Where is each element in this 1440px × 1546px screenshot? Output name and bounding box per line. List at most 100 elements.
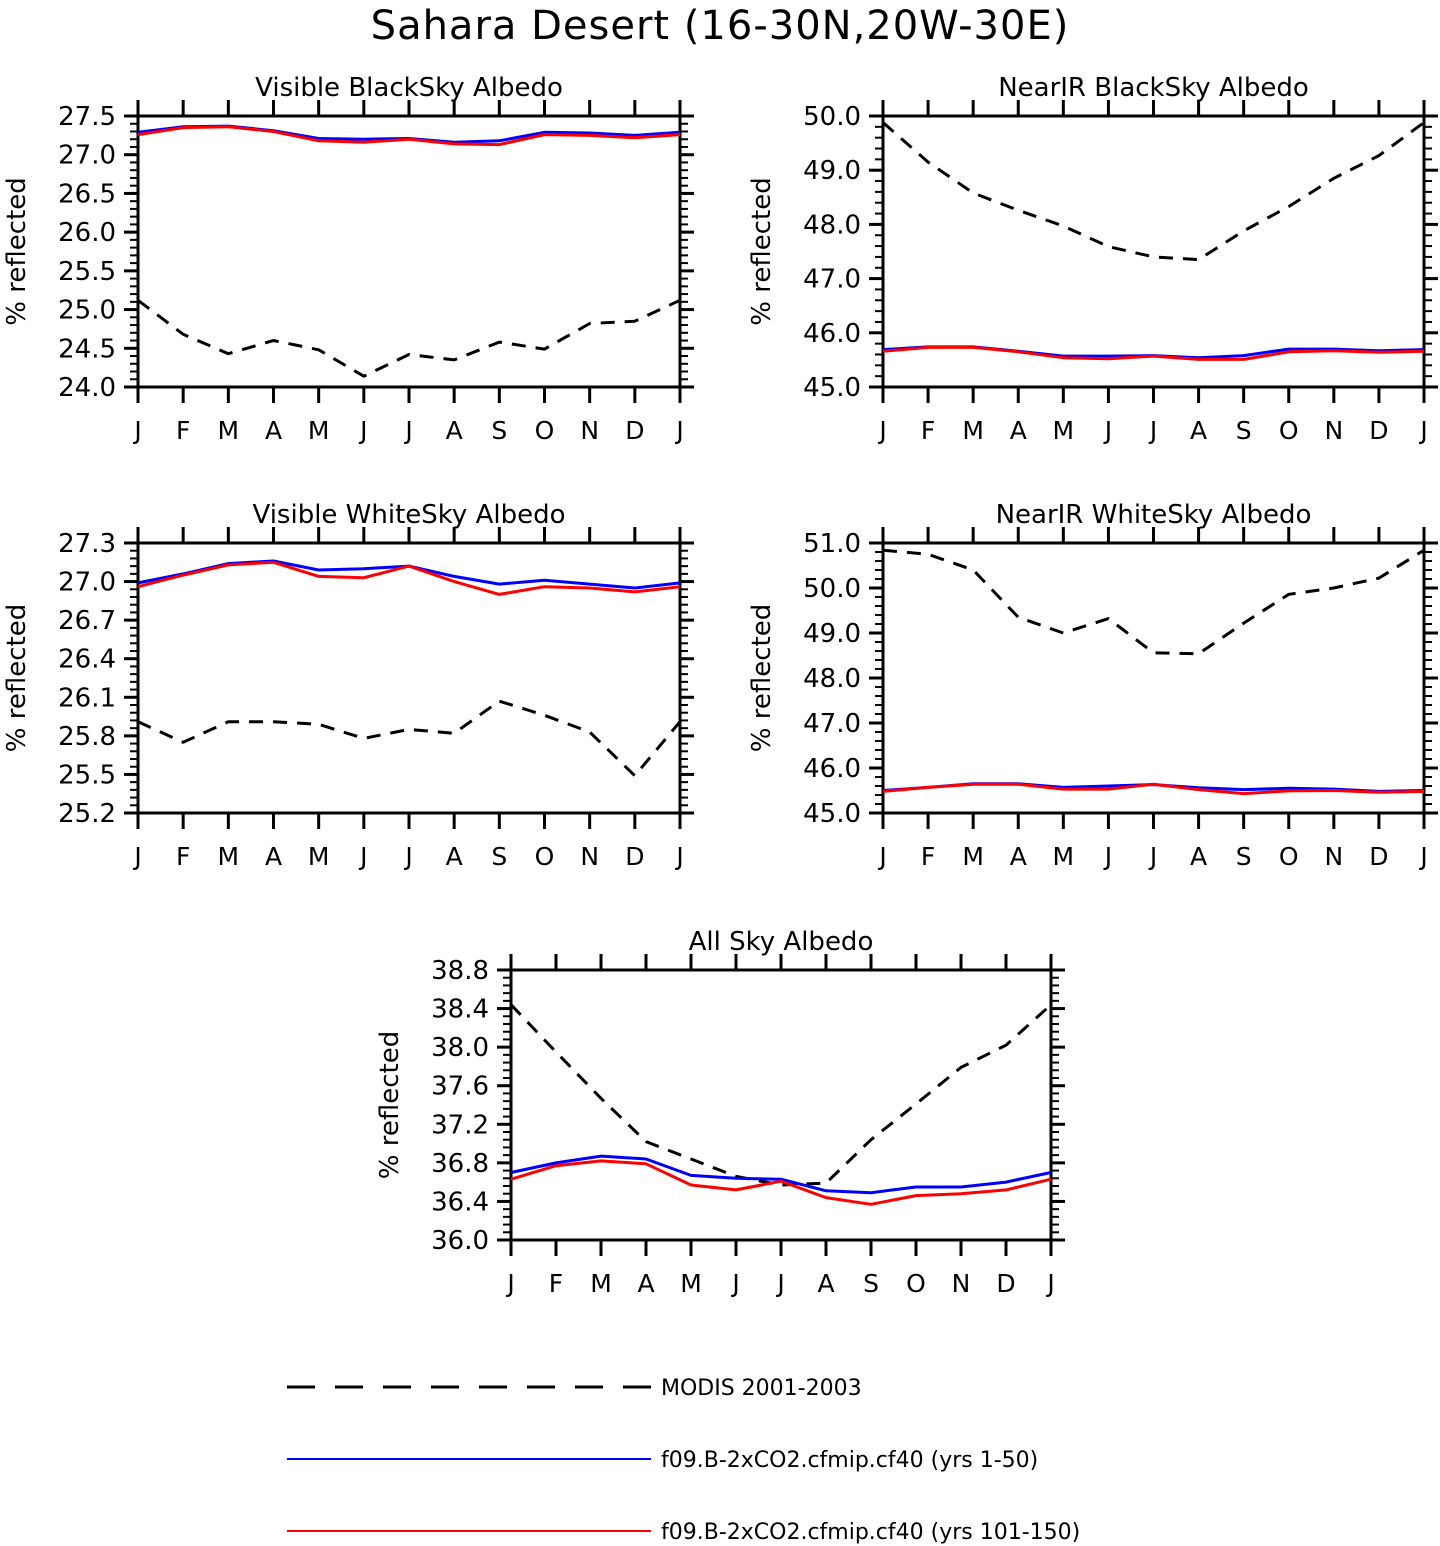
x-tick-label: J — [730, 1269, 739, 1298]
plot-frame — [136, 114, 682, 389]
x-tick-label: J — [674, 416, 683, 445]
series-line-0 — [509, 1003, 1053, 1187]
x-tick-label: J — [132, 842, 141, 871]
x-tick-label: A — [1010, 416, 1027, 445]
y-tick-label: 48.0 — [803, 210, 861, 240]
x-tick-label: J — [358, 416, 367, 445]
x-tick-label: M — [590, 1269, 612, 1298]
x-tick-label: A — [1190, 416, 1207, 445]
y-tick-label: 25.5 — [58, 760, 116, 790]
y-tick-label: 27.3 — [58, 529, 116, 559]
series-line-0 — [137, 699, 682, 778]
x-tick-label: S — [491, 842, 507, 871]
x-tick-label: J — [1045, 1269, 1054, 1298]
x-tick-label: J — [1418, 416, 1427, 445]
x-tick-label: A — [817, 1269, 834, 1298]
x-tick-label: O — [1279, 416, 1299, 445]
series-line-0 — [882, 548, 1425, 656]
y-tick-label: 38.8 — [431, 956, 489, 986]
x-tick-label: O — [1279, 842, 1299, 871]
series-line-2 — [137, 560, 681, 596]
y-tick-label: 26.0 — [58, 218, 116, 248]
x-tick-label: J — [358, 842, 367, 871]
y-axis-label: % reflected — [2, 177, 32, 325]
x-tick-label: M — [680, 1269, 702, 1298]
x-tick-label: J — [1418, 842, 1427, 871]
y-tick-label: 25.8 — [58, 722, 116, 752]
x-tick-label: A — [265, 842, 282, 871]
y-tick-label: 47.0 — [803, 265, 861, 295]
x-tick-label: M — [218, 416, 240, 445]
series-line-2 — [882, 345, 1425, 361]
x-tick-label: F — [549, 1269, 563, 1298]
legend-label-1: f09.B-2xCO2.cfmip.cf40 (yrs 1-50) — [661, 1448, 1038, 1473]
y-tick-label: 36.4 — [431, 1187, 489, 1217]
x-tick-label: F — [176, 416, 190, 445]
x-tick-label: A — [1010, 842, 1027, 871]
x-tick-label: N — [580, 842, 599, 871]
y-tick-label: 26.5 — [58, 179, 116, 209]
x-tick-label: S — [491, 416, 507, 445]
x-tick-label: J — [1103, 416, 1112, 445]
x-tick-label: J — [1148, 416, 1157, 445]
y-tick-label: 26.1 — [58, 683, 116, 713]
x-tick-label: A — [637, 1269, 654, 1298]
x-tick-label: J — [877, 416, 886, 445]
x-tick-label: J — [674, 842, 683, 871]
y-tick-label: 26.4 — [58, 645, 116, 675]
x-tick-label: M — [308, 416, 330, 445]
y-tick-label: 26.7 — [58, 606, 116, 636]
x-tick-label: S — [1236, 842, 1252, 871]
y-tick-label: 25.5 — [58, 257, 116, 287]
x-tick-label: J — [132, 416, 141, 445]
y-tick-label: 46.0 — [803, 754, 861, 784]
chart-title: Visible WhiteSky Albedo — [252, 500, 565, 530]
y-tick-label: 48.0 — [803, 664, 861, 694]
x-tick-label: O — [535, 842, 555, 871]
y-tick-label: 51.0 — [803, 529, 861, 559]
y-tick-label: 24.0 — [58, 373, 116, 403]
y-tick-label: 37.6 — [431, 1072, 489, 1102]
legend-label-0: MODIS 2001-2003 — [661, 1376, 862, 1401]
legend-group: MODIS 2001-2003 f09.B-2xCO2.cfmip.cf40 (y… — [287, 1376, 1080, 1545]
x-tick-label: J — [1148, 842, 1157, 871]
x-tick-label: J — [403, 842, 412, 871]
y-tick-label: 38.0 — [431, 1033, 489, 1063]
x-tick-label: O — [906, 1269, 926, 1298]
series-line-0 — [137, 298, 681, 378]
x-tick-label: J — [877, 842, 886, 871]
x-tick-label: D — [1369, 416, 1388, 445]
x-tick-label: F — [176, 842, 190, 871]
x-tick-label: N — [1324, 416, 1343, 445]
y-tick-label: 45.0 — [803, 799, 861, 829]
y-tick-label: 50.0 — [803, 574, 861, 604]
x-tick-label: J — [1103, 842, 1112, 871]
x-tick-label: A — [265, 416, 282, 445]
legend-label-2: f09.B-2xCO2.cfmip.cf40 (yrs 101-150) — [661, 1520, 1080, 1545]
series-line-2 — [510, 1159, 1052, 1206]
x-tick-label: N — [952, 1269, 971, 1298]
y-tick-label: 50.0 — [803, 102, 861, 132]
y-tick-label: 46.0 — [803, 319, 861, 349]
chart-title: NearIR BlackSky Albedo — [998, 73, 1309, 103]
series-line-2 — [137, 125, 681, 147]
y-axis-label: % reflected — [2, 604, 32, 752]
x-tick-label: F — [921, 416, 935, 445]
series-line-0 — [882, 121, 1425, 262]
y-tick-label: 27.0 — [58, 568, 116, 598]
x-tick-label: D — [1369, 842, 1388, 871]
x-tick-label: S — [1236, 416, 1252, 445]
y-axis-label: % reflected — [747, 177, 777, 325]
y-tick-label: 37.2 — [431, 1110, 489, 1140]
x-tick-label: M — [962, 842, 984, 871]
x-tick-label: J — [775, 1269, 784, 1298]
y-tick-label: 47.0 — [803, 709, 861, 739]
x-tick-label: O — [535, 416, 555, 445]
x-tick-label: J — [403, 416, 412, 445]
y-tick-label: 36.0 — [431, 1226, 489, 1256]
